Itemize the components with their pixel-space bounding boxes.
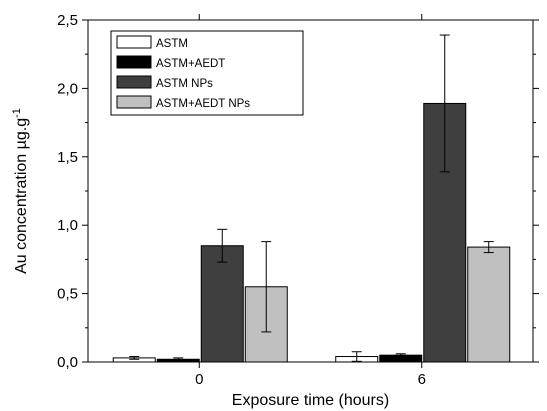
legend-swatch [116, 35, 152, 49]
legend-label: ASTM+AEDT [156, 58, 225, 70]
x-tick-label: 0 [195, 371, 203, 388]
legend: ASTM ASTM+AEDT ASTM NPs ASTM+AEDT NPs [110, 30, 304, 116]
y-tick-label: 2,0 [57, 80, 78, 97]
y-axis-title: Au concentration µg.g-1 [11, 108, 30, 274]
y-axis-title-superscript: -1 [11, 108, 23, 118]
y-axis: 0,0 0,5 1,0 1,5 2,0 2,5 [57, 12, 539, 371]
y-tick-label: 1,5 [57, 149, 78, 166]
legend-swatch [116, 55, 152, 69]
error-bars [129, 34, 494, 362]
legend-swatch [116, 95, 152, 109]
y-tick-label: 0,0 [57, 354, 78, 371]
legend-swatch [116, 75, 152, 89]
x-axis-title: Exposure time (hours) [232, 392, 389, 409]
y-axis-title-main: Au concentration µg.g [13, 118, 30, 274]
x-tick-label: 6 [418, 371, 426, 388]
bars [112, 102, 511, 363]
legend-label: ASTM NPs [156, 78, 213, 90]
legend-label: ASTM [156, 38, 188, 50]
y-tick-label: 1,0 [57, 217, 78, 234]
legend-label: ASTM+AEDT NPs [156, 98, 250, 110]
bar [200, 245, 244, 363]
bar [467, 246, 511, 363]
y-tick-label: 2,5 [57, 12, 78, 29]
y-tick-label: 0,5 [57, 286, 78, 303]
